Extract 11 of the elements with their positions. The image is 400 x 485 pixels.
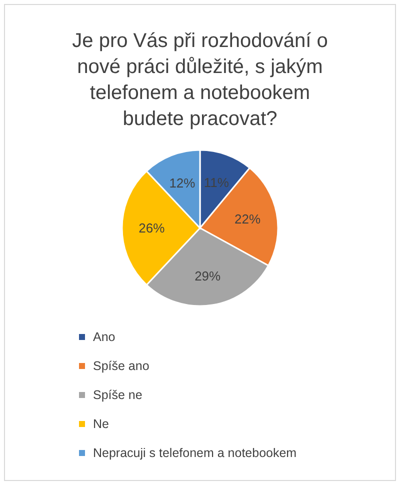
legend-label: Spíše ne bbox=[93, 388, 142, 402]
data-label: 22% bbox=[234, 211, 261, 226]
data-label: 26% bbox=[138, 220, 166, 236]
data-label: 29% bbox=[194, 268, 222, 284]
legend-label: Nepracuji s telefonem a notebookem bbox=[93, 446, 297, 460]
chart-title: Je pro Vás při rozhodování o nové práci důležité, s jakým telefonem a notebookem budete pracovat? bbox=[72, 30, 328, 130]
legend-label: Ne bbox=[93, 417, 110, 431]
data-label: 12% bbox=[169, 176, 196, 191]
legend-label: Spíše ano bbox=[93, 359, 150, 373]
data-label: 11% bbox=[204, 175, 230, 190]
legend-label: Ano bbox=[93, 330, 116, 344]
